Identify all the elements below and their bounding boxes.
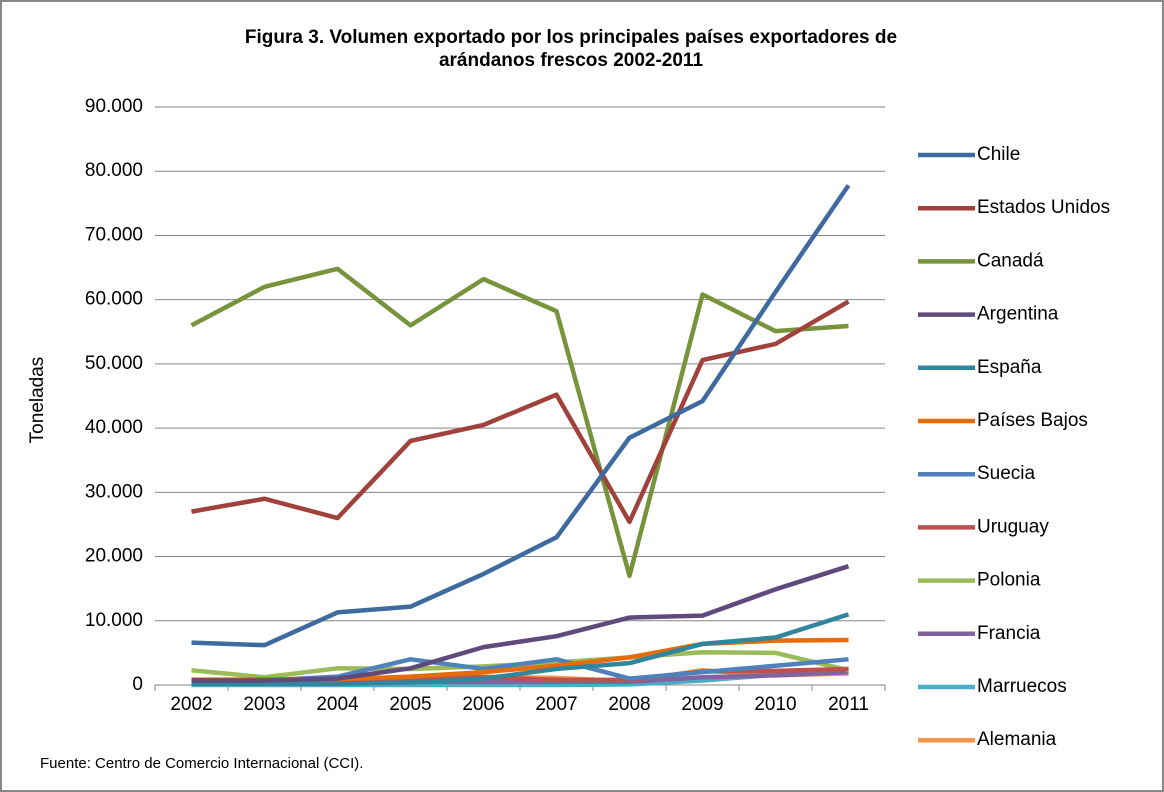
series-line: [191, 612, 850, 686]
x-tick-label: 2007: [535, 694, 577, 715]
y-tick-label: 20.000: [85, 546, 143, 567]
x-tick-label: 2004: [316, 694, 359, 715]
legend-label: Francia: [977, 623, 1041, 644]
series-line: [190, 266, 849, 579]
legend-label: Suecia: [977, 463, 1036, 484]
y-tick-label: 60.000: [85, 289, 143, 310]
x-tick-label: 2002: [170, 694, 212, 715]
y-tick-label: 10.000: [85, 610, 143, 631]
legend-label: Países Bajos: [977, 410, 1088, 431]
chart-title: arándanos frescos 2002-2011: [439, 50, 703, 71]
legend-label: Marruecos: [977, 676, 1067, 697]
y-tick-label: 30.000: [85, 481, 143, 502]
series-line: [191, 184, 851, 648]
x-tick-label: 2010: [754, 694, 796, 715]
x-tick-label: 2006: [462, 694, 504, 715]
source-note: Fuente: Centro de Comercio Internacional…: [40, 755, 363, 772]
x-tick-label: 2011: [828, 694, 869, 715]
y-axis-title: Toneladas: [27, 357, 48, 444]
y-tick-label: 80.000: [85, 160, 143, 181]
y-tick-label: 50.000: [85, 353, 143, 374]
y-tick-label: 40.000: [85, 417, 143, 438]
x-tick-label: 2003: [243, 694, 285, 715]
legend-label: Polonia: [977, 570, 1041, 591]
legend-label: Alemania: [977, 729, 1057, 750]
x-tick-label: 2008: [608, 694, 650, 715]
legend-label: Chile: [977, 144, 1020, 165]
series-line: [191, 299, 850, 525]
legend-label: Argentina: [977, 304, 1059, 325]
chart-title: Figura 3. Volumen exportado por los prin…: [245, 27, 897, 48]
series-line: [191, 564, 850, 683]
y-tick-label: 90.000: [85, 96, 143, 117]
legend-label: España: [977, 357, 1042, 378]
y-tick-label: 70.000: [85, 224, 143, 245]
legend-label: Uruguay: [977, 516, 1049, 537]
x-tick-label: 2005: [389, 694, 431, 715]
legend-label: Estados Unidos: [977, 197, 1110, 218]
legend-label: Canadá: [977, 250, 1044, 271]
y-tick-label: 0: [132, 674, 143, 695]
x-tick-label: 2009: [681, 694, 723, 715]
